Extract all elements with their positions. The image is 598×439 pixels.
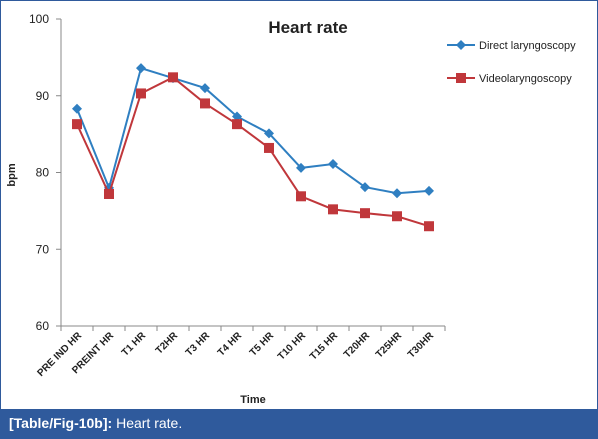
series-1	[72, 63, 434, 199]
y-tick-label: 70	[36, 242, 50, 256]
legend-item: Videolaryngoscopy	[447, 73, 572, 85]
data-point	[200, 83, 210, 94]
x-tick-label: T10 HR	[276, 330, 309, 363]
data-point	[360, 182, 370, 193]
data-point	[200, 98, 210, 109]
data-point	[328, 204, 338, 215]
x-tick-label: T4 HR	[216, 330, 245, 359]
data-point	[168, 72, 178, 83]
y-tick-label: 80	[36, 166, 50, 180]
x-tick-label: T25HR	[374, 330, 405, 361]
figure-caption: [Table/Fig-10b]: Heart rate.	[1, 409, 597, 438]
chart-title: Heart rate	[268, 18, 347, 37]
x-tick-label: T3 HR	[184, 330, 213, 359]
chart-axes	[56, 18, 446, 331]
x-tick-label: T5 HR	[248, 330, 277, 359]
data-point	[232, 119, 242, 130]
data-point	[264, 142, 274, 153]
data-point	[296, 191, 306, 202]
data-point	[392, 211, 402, 222]
y-tick-label: 60	[36, 319, 50, 333]
data-point	[72, 119, 82, 130]
legend-label: Videolaryngoscopy	[479, 73, 572, 85]
legend-marker	[456, 73, 466, 83]
series-layer	[72, 63, 434, 232]
series-2	[72, 72, 434, 232]
data-point	[360, 208, 370, 219]
legend: Direct laryngoscopy Videolaryngoscopy	[447, 40, 576, 85]
data-point	[424, 221, 434, 232]
data-point	[392, 188, 402, 199]
x-tick-label: T2HR	[154, 330, 181, 357]
data-point	[424, 185, 434, 196]
series-line	[76, 76, 430, 228]
caption-ref: [Table/Fig-10b]:	[9, 415, 113, 431]
y-tick-label: 100	[29, 12, 49, 26]
caption-text: Heart rate.	[116, 415, 183, 431]
data-point	[72, 103, 82, 114]
x-tick-label: T20HR	[342, 330, 373, 361]
data-point	[328, 159, 338, 170]
chart-area: 60 70 80 90 100 PRE IND HR PREINT HR T1 HR T2HR…	[1, 1, 597, 409]
data-point	[136, 63, 146, 74]
y-axis-label: bpm	[6, 163, 18, 186]
data-point	[104, 188, 114, 199]
data-point	[296, 162, 306, 173]
data-point	[264, 128, 274, 139]
x-axis-label: Time	[240, 394, 265, 406]
y-tick-labels: 60 70 80 90 100	[29, 12, 49, 333]
series-line	[76, 66, 430, 195]
legend-label: Direct laryngoscopy	[479, 40, 576, 52]
data-point	[136, 88, 146, 99]
legend-item: Direct laryngoscopy	[447, 40, 576, 52]
x-tick-label: T30HR	[406, 330, 437, 361]
legend-marker	[456, 40, 466, 50]
data-point	[232, 111, 242, 122]
y-tick-label: 90	[36, 89, 50, 103]
x-tick-label: T15 HR	[308, 330, 341, 363]
x-tick-label: T1 HR	[120, 330, 149, 359]
